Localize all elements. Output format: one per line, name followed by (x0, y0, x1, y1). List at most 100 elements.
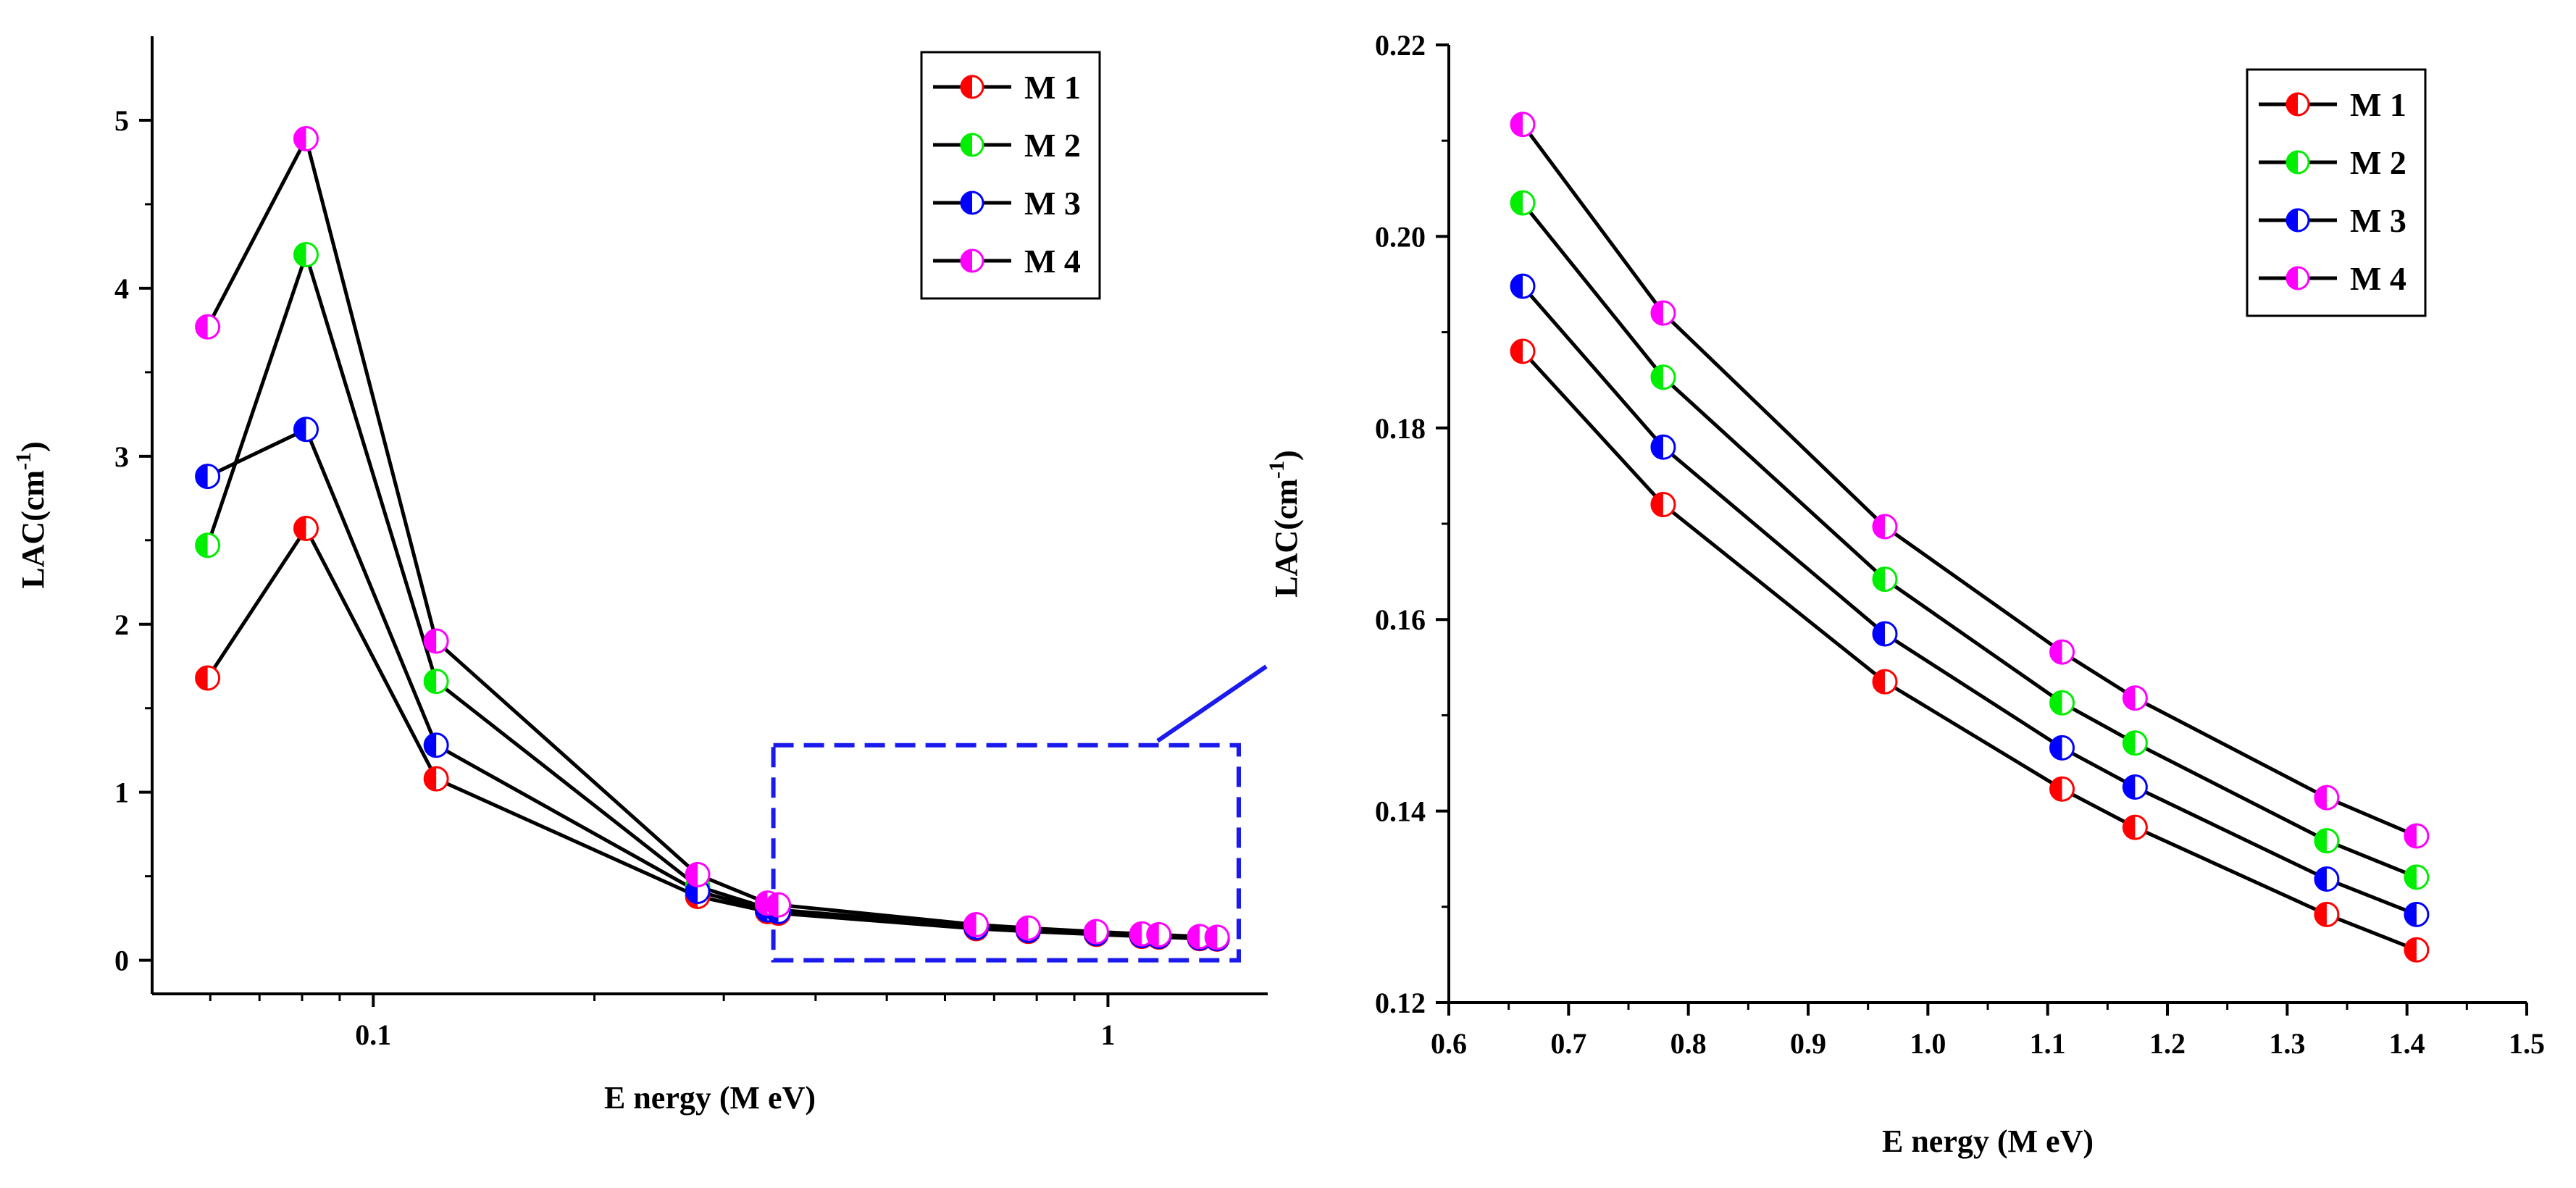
x-tick-label: 0.7 (1550, 1027, 1586, 1060)
data-point-m2-fill (2123, 731, 2136, 755)
data-point-m4 (1015, 915, 1041, 941)
data-point-m4 (1510, 112, 1536, 138)
data-point-m4-fill (756, 891, 768, 915)
legend-label-m3: M 3 (2350, 202, 2406, 239)
legend-label-m4: M 4 (1024, 243, 1081, 280)
data-point-m1-fill (2050, 777, 2062, 801)
data-point-m4-fill (425, 629, 437, 653)
data-point-m3 (293, 417, 319, 443)
y-tick-label: 0.12 (1375, 987, 1426, 1019)
y-axis-title-superscript: -1 (12, 452, 35, 470)
y-tick-label: 0.14 (1375, 795, 1426, 828)
data-point-m4 (2049, 639, 2075, 665)
y-tick-label: 2 (114, 608, 129, 641)
data-point-m4 (2122, 685, 2148, 711)
data-point-m2-fill (1511, 191, 1523, 215)
x-axis-title: E nergy (M eV) (604, 1080, 816, 1116)
legend-marker-m4 (960, 248, 984, 273)
legend-label-m3: M 3 (1024, 185, 1081, 222)
data-point-m2 (1510, 190, 1536, 216)
right-chart: 0.12 0.14 0.16 0.18 0.20 0.22 0.6 0.7 0.8 0.9 1.0 1… (1265, 29, 2545, 1159)
data-point-m3-fill (425, 733, 437, 757)
y-tick-label: 0.16 (1375, 603, 1426, 636)
legend-marker-m4-fill (961, 250, 972, 272)
data-point-m3 (1510, 273, 1536, 299)
legend-label-m1: M 1 (2350, 86, 2406, 123)
y-axis-title: LAC(cm-1) (1265, 450, 1304, 597)
data-point-m1-fill (2404, 938, 2417, 962)
data-point-m4-fill (1651, 301, 1663, 325)
data-point-m4-fill (2123, 686, 2136, 710)
x-tick-label: 1.1 (2030, 1027, 2066, 1060)
data-point-m3-fill (2314, 867, 2327, 891)
data-point-m2-fill (196, 533, 208, 557)
data-point-m4 (685, 861, 711, 887)
data-point-m3-fill (2050, 736, 2062, 760)
data-point-m2 (2122, 730, 2148, 756)
x-tick-label: 0.6 (1431, 1027, 1467, 1060)
data-point-m4 (2404, 823, 2430, 849)
data-point-m4 (963, 911, 990, 937)
y-tick-label: 0.22 (1375, 29, 1426, 62)
data-point-m3 (2404, 901, 2430, 927)
y-tick-label: 3 (114, 440, 129, 473)
legend-marker-m2 (2286, 150, 2310, 175)
x-tick-label: 1.2 (2149, 1027, 2186, 1060)
data-point-m2 (293, 242, 319, 268)
data-point-m3-fill (1873, 622, 1885, 646)
zoom-region-box (771, 742, 1241, 963)
legend-marker-m3-fill (961, 192, 972, 214)
data-point-m3-fill (294, 417, 306, 441)
data-point-m4 (195, 314, 221, 340)
data-point-m4 (1872, 514, 1898, 540)
legend-marker-m1-fill (961, 76, 972, 98)
legend: M 1 M 2 M 3 M 4 (920, 51, 1101, 300)
data-point-m1-fill (294, 516, 306, 540)
data-point-m1-fill (425, 767, 437, 791)
data-point-m2-fill (2314, 829, 2327, 853)
data-point-m1 (2122, 814, 2148, 840)
data-point-m1 (423, 766, 449, 792)
data-point-m2-fill (1651, 365, 1663, 389)
data-point-m1 (2314, 901, 2340, 927)
x-axis-title: E nergy (M eV) (1882, 1124, 2094, 1159)
data-point-m2 (423, 669, 449, 695)
legend-label-m2: M 2 (2350, 144, 2406, 181)
zoom-connector-line (1156, 664, 1268, 743)
legend-marker-m4-fill (2287, 267, 2298, 289)
y-tick-label: 0.20 (1375, 220, 1426, 253)
y-axis-title-suffix: ) (15, 441, 51, 452)
data-point-m2 (2314, 828, 2340, 854)
data-point-m1 (1510, 338, 1536, 364)
data-point-m4-fill (294, 127, 306, 151)
y-tick-label: 5 (114, 104, 129, 137)
data-point-m2 (2404, 864, 2430, 890)
data-point-m2 (1650, 364, 1676, 390)
data-point-m4 (1204, 924, 1230, 950)
data-point-m4-fill (1016, 916, 1029, 940)
data-point-m1-fill (1651, 493, 1663, 516)
data-point-m4-fill (1873, 514, 1885, 538)
data-point-m1-fill (1511, 340, 1523, 364)
data-point-m4-fill (196, 315, 208, 339)
data-point-m1-fill (2123, 816, 2136, 840)
data-point-m2 (195, 532, 221, 559)
data-point-m2-fill (294, 243, 306, 267)
data-point-m4 (766, 892, 792, 918)
data-point-m4-fill (1205, 925, 1218, 949)
y-axis-title-superscript: -1 (1265, 461, 1289, 479)
x-tick-label: 0.9 (1790, 1027, 1826, 1060)
data-point-m3 (1872, 621, 1898, 647)
legend-marker-m3-fill (2287, 209, 2298, 231)
data-point-m4-fill (964, 913, 977, 937)
data-point-m1-fill (196, 666, 208, 690)
data-point-m1 (2404, 937, 2430, 963)
legend-label-m1: M 1 (1024, 69, 1081, 106)
legend-label-m2: M 2 (1024, 127, 1081, 164)
x-tick-label: 1.3 (2269, 1027, 2305, 1060)
x-tick-label: 1.0 (1910, 1027, 1946, 1060)
data-point-m1 (2049, 776, 2075, 802)
data-point-m1 (293, 516, 319, 542)
